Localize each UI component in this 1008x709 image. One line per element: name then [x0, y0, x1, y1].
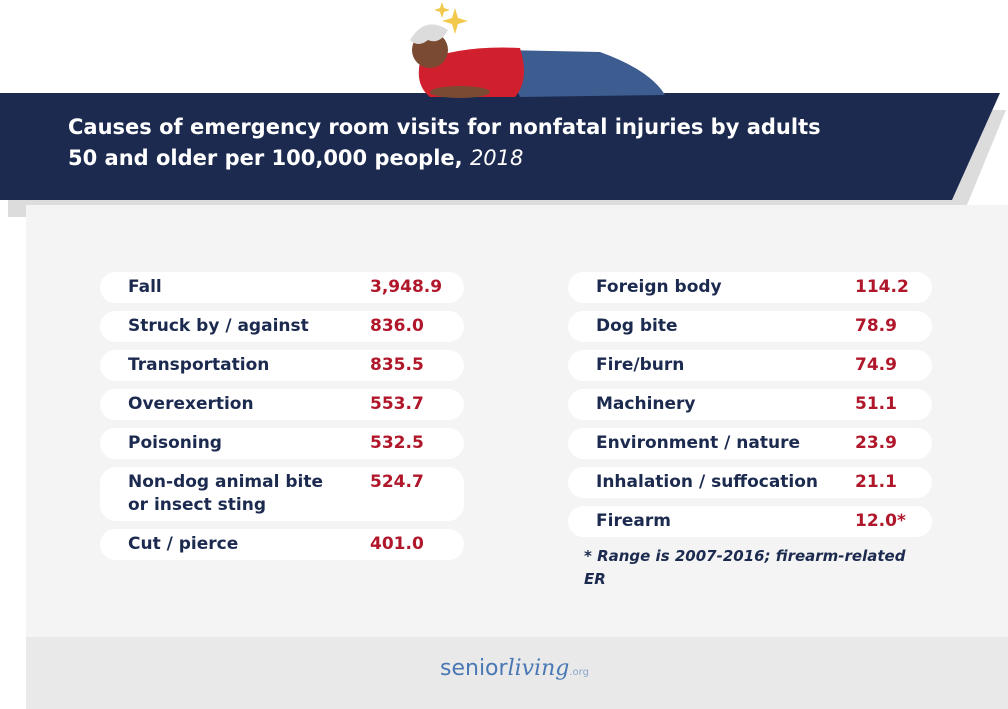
- cause: Cut / pierce: [128, 534, 239, 554]
- cause: Non-dog animal bite or insect sting: [128, 472, 323, 515]
- cause: Transportation: [128, 355, 270, 375]
- value: 3,948.9: [370, 277, 443, 297]
- cause: Firearm: [596, 511, 671, 531]
- title: Causes of emergency room visits for nonf…: [68, 112, 828, 174]
- logo-suffix: .org: [569, 667, 589, 678]
- logo-script: living: [507, 656, 570, 681]
- title-text: Causes of emergency room visits for nonf…: [68, 115, 821, 170]
- value: 51.1: [855, 394, 897, 414]
- row: Overexertion 553.7: [100, 389, 464, 420]
- row: Transportation 835.5: [100, 350, 464, 381]
- banner: [0, 93, 1000, 200]
- title-year: 2018: [469, 146, 524, 170]
- right-column: Foreign body 114.2 Dog bite 78.9 Fire/burn 74…: [568, 272, 932, 537]
- cause: Struck by / against: [128, 316, 309, 336]
- value: 74.9: [855, 355, 897, 375]
- value: 78.9: [855, 316, 897, 336]
- row: Poisoning 532.5: [100, 428, 464, 459]
- value: 12.0*: [855, 511, 906, 531]
- row: Struck by / against 836.0: [100, 311, 464, 342]
- cause: Inhalation / suffocation: [596, 472, 819, 492]
- cause: Machinery: [596, 394, 696, 414]
- row: Foreign body 114.2: [568, 272, 932, 303]
- row: Cut / pierce 401.0: [100, 529, 464, 560]
- row: Non-dog animal bite or insect sting 524.7: [100, 467, 464, 521]
- row: Dog bite 78.9: [568, 311, 932, 342]
- row: Fire/burn 74.9: [568, 350, 932, 381]
- cause: Fall: [128, 277, 162, 297]
- illustration: [410, 2, 665, 98]
- row: Inhalation / suffocation 21.1: [568, 467, 932, 498]
- row: Environment / nature 23.9: [568, 428, 932, 459]
- value: 114.2: [855, 277, 909, 297]
- cause: Foreign body: [596, 277, 722, 297]
- left-column: Fall 3,948.9 Struck by / against 836.0 Trans…: [100, 272, 464, 560]
- value: 836.0: [370, 316, 424, 336]
- value: 23.9: [855, 433, 897, 453]
- footnote: * Range is 2007-2016; firearm-related ER: [584, 547, 906, 588]
- logo-main: senior: [440, 656, 508, 681]
- value: 401.0: [370, 534, 424, 554]
- value: 21.1: [855, 472, 897, 492]
- logo: seniorliving.org: [440, 656, 589, 681]
- cause: Fire/burn: [596, 355, 685, 375]
- row: Fall 3,948.9: [100, 272, 464, 303]
- footer: [26, 637, 1008, 709]
- cause: Dog bite: [596, 316, 678, 336]
- value: 532.5: [370, 433, 424, 453]
- row: Machinery 51.1: [568, 389, 932, 420]
- value: 553.7: [370, 394, 424, 414]
- cause: Overexertion: [128, 394, 254, 414]
- cause: Environment / nature: [596, 433, 801, 453]
- value: 524.7: [370, 472, 424, 492]
- row: Firearm 12.0*: [568, 506, 932, 537]
- cause: Poisoning: [128, 433, 222, 453]
- value: 835.5: [370, 355, 424, 375]
